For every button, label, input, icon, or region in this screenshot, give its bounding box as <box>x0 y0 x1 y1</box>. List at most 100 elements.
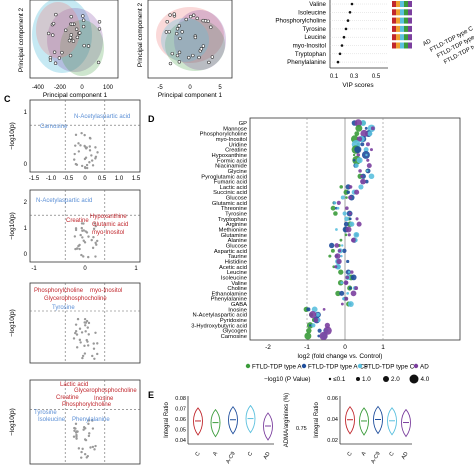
volcano-point <box>96 342 99 345</box>
dotplot-metabolite-label: Fumaric acid <box>214 180 247 186</box>
volcano-point <box>81 356 84 360</box>
dotplot-point <box>356 153 361 157</box>
volcano-point <box>86 344 90 347</box>
dotplot-size-label: 2.0 <box>391 376 400 383</box>
pca-point <box>201 44 206 48</box>
dotplot-legend-label: FTLD-TDP type A-C9 <box>308 364 368 371</box>
pca-point <box>168 13 172 17</box>
vip-heat-cell <box>396 34 400 41</box>
violin-panel: 0.08 0.07 0.06 0.05 0.04 Integral Ratio C A A-C9… <box>164 396 274 465</box>
dotplot-metabolite-label: Inosine <box>228 307 247 313</box>
dotplot-point <box>365 153 368 157</box>
violin-ytick: 0.05 <box>175 428 186 434</box>
volcano-point <box>87 235 90 238</box>
volcano-point <box>95 243 98 246</box>
dotplot-point <box>334 253 341 260</box>
dotplot-point <box>308 324 312 327</box>
volcano-point <box>87 333 90 336</box>
vip-heat-cell <box>400 34 404 41</box>
vip-point <box>338 52 342 56</box>
dotplot-metabolite-label: GP <box>239 121 248 127</box>
dotplot-point <box>309 311 317 319</box>
volcano-point <box>87 434 91 438</box>
pca-left-ellipse-purple <box>47 8 103 72</box>
volcano-point <box>85 163 89 167</box>
vip-metabolite-label: Tyrosine <box>303 26 327 33</box>
dotplot-legend-swatch <box>245 363 251 369</box>
dotplot-point <box>354 163 359 168</box>
volcano-point <box>94 146 97 149</box>
volcano-point <box>96 352 99 356</box>
pca-right-frame <box>147 0 233 79</box>
vip-heat-cell <box>400 42 404 49</box>
volcano-point <box>91 445 95 449</box>
violin-ytick: 0.04 <box>175 438 186 444</box>
volcano-xtick: -1 <box>31 266 37 272</box>
volcano-frame <box>29 379 141 465</box>
volcano-xtick: -1.5 <box>29 176 40 182</box>
vip-heat-cell <box>408 25 412 32</box>
dotplot-point <box>335 228 338 231</box>
dotplot-point <box>343 221 349 227</box>
dotplot-point <box>335 263 341 270</box>
pca-point <box>175 27 180 31</box>
dotplot-point <box>350 270 354 274</box>
pca-point <box>81 14 85 18</box>
volcano-ylabel: −log10(p) <box>9 309 16 337</box>
dotplot-tick-2: -1 <box>304 344 310 351</box>
dotplot-point <box>367 131 373 137</box>
volcano-point <box>80 131 83 135</box>
dotplot-point <box>319 331 328 341</box>
volcano-point <box>83 352 87 355</box>
pca-left-ellipse-red <box>36 2 80 58</box>
violin-ytick: 0.02 <box>327 438 338 444</box>
volcano-point <box>75 430 78 433</box>
pca-point <box>97 20 102 24</box>
volcano-point <box>79 144 82 147</box>
pca-point <box>68 53 73 58</box>
vip-metabolite-label: Valine <box>309 1 326 8</box>
dotplot-point <box>348 212 352 215</box>
violin-shape <box>359 407 369 436</box>
volcano-point <box>81 447 84 451</box>
volcano-point <box>86 326 89 329</box>
pca-point <box>57 56 62 60</box>
dotplot-legend-label: FTLD-TDP type C <box>364 364 415 371</box>
volcano-point <box>80 450 83 454</box>
dotplot-point <box>352 159 356 162</box>
pca-point <box>51 21 56 26</box>
volcano-point <box>79 233 82 237</box>
volcano-label: myo-Inositol <box>90 288 122 294</box>
vip-heat-cell <box>392 17 396 24</box>
volcano-point <box>89 137 92 140</box>
volcano-point <box>94 444 97 448</box>
vip-heat-cell <box>396 9 400 16</box>
volcano-point <box>77 150 81 153</box>
volcano-point <box>74 144 77 147</box>
dotplot-metabolite-label: 3-Hydroxybutyric acid <box>191 323 247 329</box>
volcano-point <box>73 235 77 238</box>
volcano-label: Lactic acid <box>60 382 88 388</box>
dotplot-point <box>360 129 368 138</box>
dotplot-point <box>306 307 311 312</box>
volcano-point <box>94 157 97 160</box>
volcano-point <box>84 321 88 324</box>
panel-letter-e: E <box>148 390 154 400</box>
pca-point <box>195 16 199 21</box>
pca-point <box>207 60 211 65</box>
volcano-label: Hypoxanthine <box>90 214 127 220</box>
volcano-point <box>80 226 83 230</box>
pca-point <box>51 33 55 37</box>
dotplot-size-swatch <box>383 376 389 382</box>
dotplot-point <box>336 200 341 205</box>
violin-shape <box>210 408 221 438</box>
pca-right-ylabel: Principal component 2 <box>137 2 144 67</box>
pca-point <box>210 55 215 59</box>
pca-point <box>81 24 86 29</box>
violin-ytick: 0.06 <box>327 396 338 402</box>
dotplot-metabolite-label: Glucose <box>226 196 247 202</box>
vip-heat-cell <box>404 42 408 49</box>
dotplot-point <box>355 217 359 221</box>
volcano-point <box>93 222 96 225</box>
pca-point <box>170 51 174 56</box>
